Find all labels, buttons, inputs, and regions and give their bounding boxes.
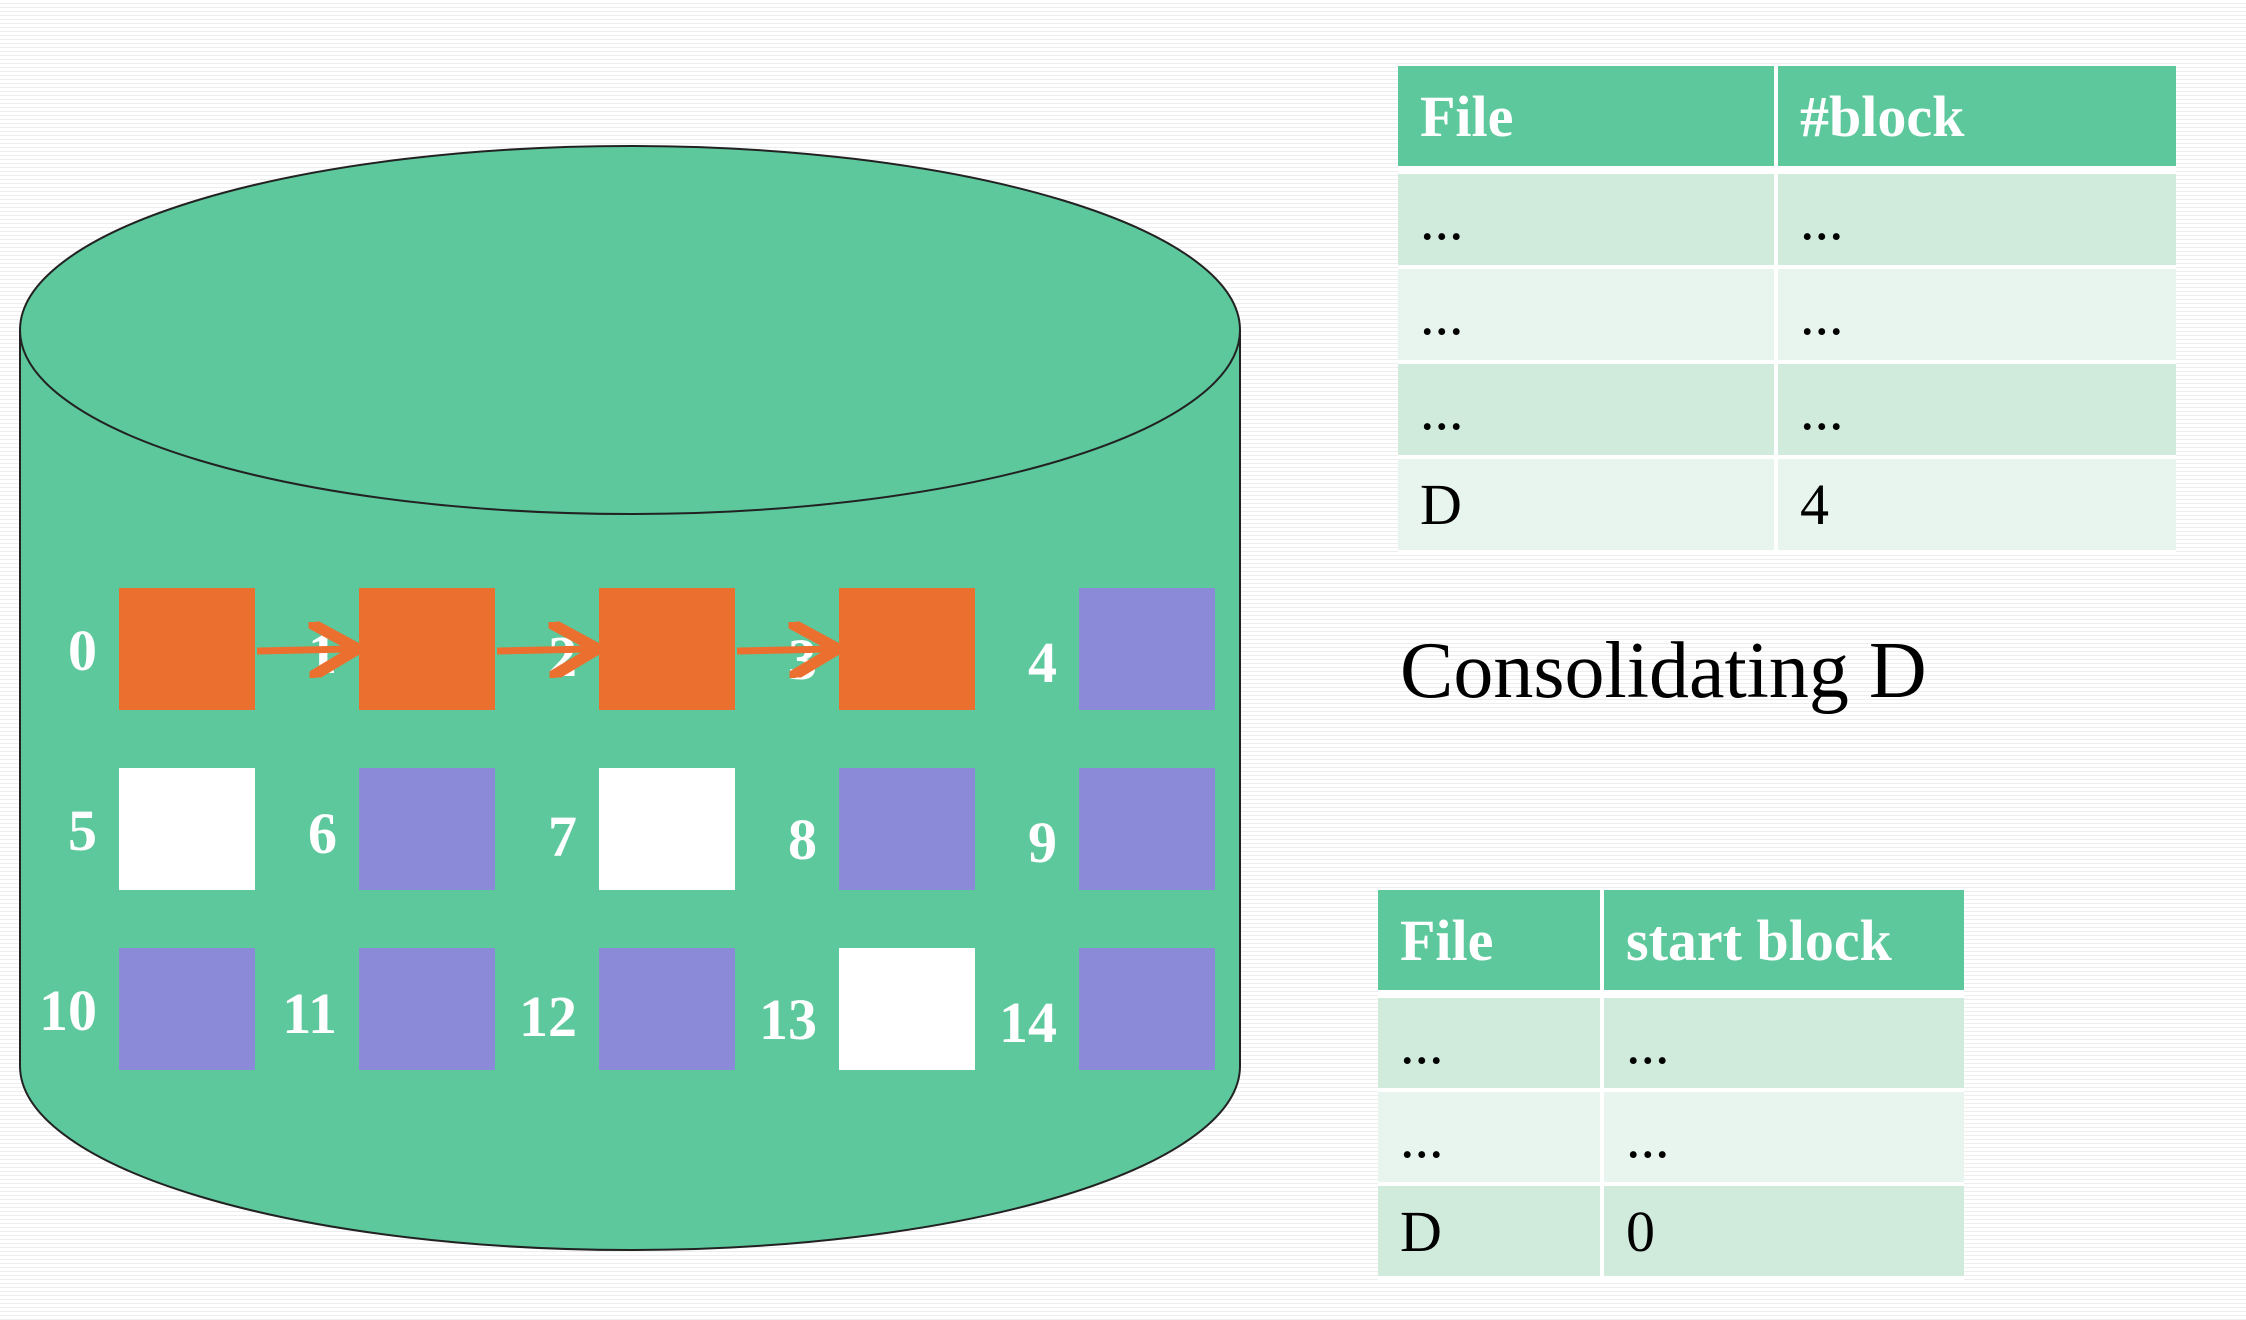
block-number-label: 1 (308, 621, 337, 686)
block-number-label: 14 (999, 990, 1057, 1055)
cell-file: D (1398, 457, 1778, 554)
block-link-arrow (496, 649, 591, 651)
disk-block-0 (119, 588, 255, 710)
block-number-label: 5 (68, 798, 97, 863)
disk-block-2 (599, 588, 735, 710)
block-number-label: 6 (308, 801, 337, 866)
cell-block-count: ... (1776, 362, 2176, 459)
block-number-label: 3 (788, 627, 817, 692)
disk-block-4 (1079, 588, 1215, 710)
disk-block-10 (119, 948, 255, 1070)
disk-block-9 (1079, 768, 1215, 890)
disk-block-13 (839, 948, 975, 1070)
disk-diagram: 0 1 2 3 45 6 7 8 910 11 12 13 14 (19, 145, 1241, 1251)
block-number-label: 12 (519, 984, 577, 1049)
caption: Consolidating D (1400, 627, 1927, 715)
disk-block-1 (359, 588, 495, 710)
disk-block-11 (359, 948, 495, 1070)
file-block-count-table: File #block ... ... ... ... ... ... D 4 (1398, 66, 2176, 554)
block-number-label: 0 (68, 618, 97, 683)
table-row: ... ... (1398, 170, 2176, 269)
block-link-arrow (736, 649, 831, 651)
cell-file: ... (1378, 1090, 1604, 1186)
cell-block-count: ... (1776, 170, 2176, 269)
disk-cylinder-top (19, 145, 1241, 515)
cell-block-count: 4 (1776, 457, 2176, 554)
cell-file: D (1378, 1184, 1604, 1280)
cell-start-block: 0 (1602, 1184, 1964, 1280)
block-link-arrow (256, 649, 351, 651)
table-row: ... ... (1378, 1090, 1964, 1186)
disk-block-6 (359, 768, 495, 890)
cell-file: ... (1378, 994, 1604, 1092)
cell-block-count: ... (1776, 267, 2176, 364)
block-number-label: 9 (1028, 810, 1057, 875)
block-number-label: 11 (282, 981, 337, 1046)
block-number-label: 10 (39, 978, 97, 1043)
cell-start-block: ... (1602, 1090, 1964, 1186)
table-row: ... ... (1378, 994, 1964, 1092)
table-row: ... ... (1398, 362, 2176, 459)
header-block-count: #block (1776, 66, 2176, 174)
table-header-row: File start block (1378, 890, 1964, 998)
table-header-row: File #block (1398, 66, 2176, 174)
disk-block-7 (599, 768, 735, 890)
block-number-label: 13 (759, 987, 817, 1052)
disk-block-5 (119, 768, 255, 890)
cell-file: ... (1398, 170, 1778, 269)
block-links (256, 649, 831, 651)
header-file: File (1398, 66, 1778, 174)
disk-block-14 (1079, 948, 1215, 1070)
disk-blocks: 0 1 2 3 45 6 7 8 910 11 12 13 14 (39, 588, 1215, 1070)
table-row: D 0 (1378, 1184, 1964, 1280)
block-number-label: 4 (1028, 630, 1057, 695)
header-file: File (1378, 890, 1604, 998)
cell-file: ... (1398, 267, 1778, 364)
cell-file: ... (1398, 362, 1778, 459)
file-start-block-table: File start block ... ... ... ... D 0 (1378, 890, 1964, 1280)
disk-block-12 (599, 948, 735, 1070)
block-number-label: 2 (548, 624, 577, 689)
header-start-block: start block (1602, 890, 1964, 998)
disk-block-8 (839, 768, 975, 890)
table-row: ... ... (1398, 267, 2176, 364)
cell-start-block: ... (1602, 994, 1964, 1092)
block-number-label: 7 (548, 804, 577, 869)
block-number-label: 8 (788, 807, 817, 872)
disk-block-3 (839, 588, 975, 710)
table-row: D 4 (1398, 457, 2176, 554)
